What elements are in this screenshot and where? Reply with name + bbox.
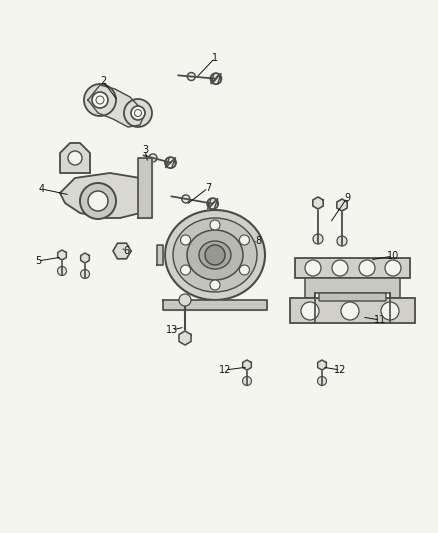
Polygon shape [305, 278, 400, 298]
Circle shape [182, 195, 190, 203]
Circle shape [243, 376, 251, 385]
Circle shape [81, 270, 89, 279]
Polygon shape [243, 360, 251, 370]
Circle shape [341, 302, 359, 320]
Polygon shape [179, 331, 191, 345]
Circle shape [187, 72, 195, 80]
Text: 5: 5 [35, 256, 41, 266]
Circle shape [165, 157, 176, 168]
Circle shape [57, 266, 67, 276]
Circle shape [149, 154, 157, 162]
Circle shape [88, 191, 108, 211]
Circle shape [210, 280, 220, 290]
Text: 4: 4 [39, 184, 45, 194]
Circle shape [118, 247, 126, 255]
Circle shape [385, 260, 401, 276]
Polygon shape [138, 158, 152, 218]
Circle shape [84, 84, 116, 116]
Polygon shape [81, 253, 89, 263]
Circle shape [359, 260, 375, 276]
Ellipse shape [165, 210, 265, 300]
Ellipse shape [199, 241, 231, 269]
Polygon shape [313, 197, 323, 209]
Text: 6: 6 [123, 246, 129, 256]
Ellipse shape [173, 218, 257, 292]
Circle shape [92, 92, 108, 108]
Circle shape [124, 99, 152, 127]
Circle shape [180, 265, 191, 275]
Circle shape [210, 220, 220, 230]
Polygon shape [113, 243, 131, 259]
Circle shape [313, 234, 323, 244]
Circle shape [305, 260, 321, 276]
Circle shape [381, 302, 399, 320]
Circle shape [68, 151, 82, 165]
Circle shape [318, 376, 326, 385]
Circle shape [240, 265, 250, 275]
Polygon shape [157, 245, 163, 265]
Ellipse shape [187, 230, 243, 280]
Polygon shape [88, 85, 145, 127]
Text: 10: 10 [387, 251, 399, 261]
Circle shape [210, 73, 222, 84]
Circle shape [207, 198, 218, 209]
Polygon shape [318, 360, 326, 370]
Polygon shape [163, 300, 267, 310]
Polygon shape [290, 298, 415, 323]
Text: 9: 9 [344, 193, 350, 203]
Polygon shape [60, 173, 150, 218]
Polygon shape [337, 199, 347, 211]
Text: 1: 1 [212, 53, 218, 63]
Polygon shape [60, 143, 90, 173]
Circle shape [337, 236, 347, 246]
Text: 3: 3 [142, 145, 148, 155]
Circle shape [240, 235, 250, 245]
Circle shape [180, 235, 191, 245]
Circle shape [131, 106, 145, 120]
Polygon shape [58, 250, 66, 260]
Text: 7: 7 [205, 183, 211, 193]
Circle shape [301, 302, 319, 320]
Text: 13: 13 [166, 325, 178, 335]
FancyBboxPatch shape [319, 293, 386, 301]
Text: 8: 8 [255, 236, 261, 246]
Text: 2: 2 [100, 76, 106, 86]
Text: 11: 11 [374, 315, 386, 325]
Circle shape [332, 260, 348, 276]
Text: 12: 12 [219, 365, 231, 375]
Circle shape [80, 183, 116, 219]
Polygon shape [295, 258, 410, 278]
Text: 12: 12 [334, 365, 346, 375]
Circle shape [205, 245, 225, 265]
Circle shape [179, 294, 191, 306]
